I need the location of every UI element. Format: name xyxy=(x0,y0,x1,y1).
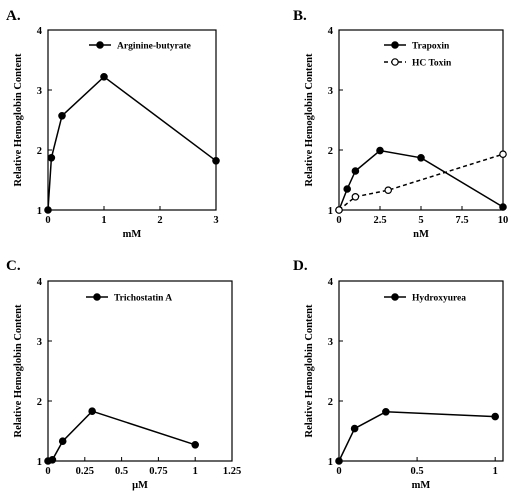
legend-label: Hydroxyurea xyxy=(412,294,466,304)
plot-frame xyxy=(338,280,504,462)
x-tick-label: 0 xyxy=(45,466,50,477)
x-tick-label: 0 xyxy=(336,466,341,477)
y-tick-label: 1 xyxy=(37,457,42,468)
series-line-1 xyxy=(47,75,217,211)
plot-frame xyxy=(47,29,217,211)
legend-label: HC Toxin xyxy=(412,59,452,69)
data-point xyxy=(212,157,220,165)
y-tick-label: 2 xyxy=(37,397,42,408)
data-point xyxy=(48,455,57,464)
legend-label: Arginine-butyrate xyxy=(117,42,191,52)
y-axis-label: Relative Hemoglobin Content xyxy=(304,304,315,437)
y-tick-label: 4 xyxy=(328,277,334,288)
panel-letter: C. xyxy=(6,258,21,274)
x-tick-label: 7.5 xyxy=(455,215,468,226)
data-point xyxy=(499,203,507,211)
y-tick-label: 3 xyxy=(328,337,333,348)
data-point xyxy=(417,154,425,162)
series-line-1 xyxy=(338,411,496,462)
y-tick-label: 2 xyxy=(328,146,333,157)
data-point xyxy=(350,424,359,433)
legend-marker xyxy=(391,41,399,49)
data-point xyxy=(384,186,393,195)
chart-panel-2: B. 0 2.5 5 7.5 10 1 2 3 4 nM Relative Hemoglobin Co… xyxy=(293,8,508,240)
data-point xyxy=(335,206,343,214)
x-tick-label: 1.25 xyxy=(223,466,241,477)
x-axis-label: μM xyxy=(132,480,148,491)
legend-marker xyxy=(391,58,399,66)
y-tick-label: 1 xyxy=(328,457,333,468)
legend-label: Trichostatin A xyxy=(114,294,172,304)
panel-letter: D. xyxy=(293,258,308,274)
y-tick-label: 3 xyxy=(37,86,42,97)
data-point xyxy=(191,440,200,449)
x-tick-label: 10 xyxy=(498,215,509,226)
y-tick-label: 2 xyxy=(37,146,42,157)
data-point xyxy=(351,167,360,175)
data-point xyxy=(58,112,66,120)
legend-marker xyxy=(93,293,101,301)
x-tick-label: 0 xyxy=(45,215,50,226)
y-tick-label: 2 xyxy=(328,397,333,408)
x-tick-label: 2.5 xyxy=(373,215,386,226)
x-axis-label: mM xyxy=(123,229,142,240)
x-tick-label: 3 xyxy=(213,215,218,226)
data-point xyxy=(499,150,507,159)
x-tick-label: 5 xyxy=(418,215,423,226)
x-tick-label: 0.5 xyxy=(115,466,128,477)
legend-marker xyxy=(391,293,399,301)
y-tick-label: 3 xyxy=(37,337,42,348)
y-tick-label: 4 xyxy=(37,277,43,288)
data-point xyxy=(376,146,384,155)
x-axis-label: mM xyxy=(412,480,431,491)
data-point xyxy=(88,407,96,416)
plot-frame xyxy=(338,29,504,211)
panel-letter: B. xyxy=(293,8,307,24)
plot-frame xyxy=(47,280,233,462)
y-tick-label: 4 xyxy=(328,26,334,37)
x-tick-label: 1 xyxy=(101,215,106,226)
legend-label: Trapoxin xyxy=(412,42,450,52)
data-point xyxy=(351,193,360,201)
panel-letter: A. xyxy=(6,8,21,24)
y-axis-label: Relative Hemoglobin Content xyxy=(304,53,315,186)
x-tick-label: 0.25 xyxy=(76,466,94,477)
y-axis-label: Relative Hemoglobin Content xyxy=(13,304,24,437)
y-axis-label: Relative Hemoglobin Content xyxy=(13,53,24,186)
x-tick-label: 1 xyxy=(493,466,498,477)
x-axis-label: nM xyxy=(413,229,429,240)
y-tick-label: 4 xyxy=(37,26,43,37)
data-point xyxy=(343,185,352,193)
legend-marker xyxy=(96,41,104,49)
data-point xyxy=(44,206,52,214)
y-tick-label: 1 xyxy=(328,206,333,217)
x-tick-label: 0.75 xyxy=(149,466,167,477)
data-point xyxy=(58,437,67,446)
series-line-2 xyxy=(338,153,504,211)
x-tick-label: 0 xyxy=(336,215,341,226)
series-line-1 xyxy=(47,410,196,462)
x-tick-label: 0.5 xyxy=(411,466,424,477)
chart-panel-4: D. 0 0.5 1 1 2 3 4 mM Relative Hemoglobin Content… xyxy=(293,258,504,491)
data-point xyxy=(47,154,56,162)
x-tick-label: 2 xyxy=(157,215,162,226)
data-point xyxy=(491,412,499,421)
data-point xyxy=(335,457,343,465)
data-point xyxy=(382,407,390,416)
x-tick-label: 1 xyxy=(193,466,198,477)
data-point xyxy=(100,73,108,81)
y-tick-label: 1 xyxy=(37,206,42,217)
chart-panel-3: C. 0 0.25 0.5 0.75 1 1.25 1 2 3 4 μM Relative Hemogl… xyxy=(6,258,241,491)
y-tick-label: 3 xyxy=(328,86,333,97)
